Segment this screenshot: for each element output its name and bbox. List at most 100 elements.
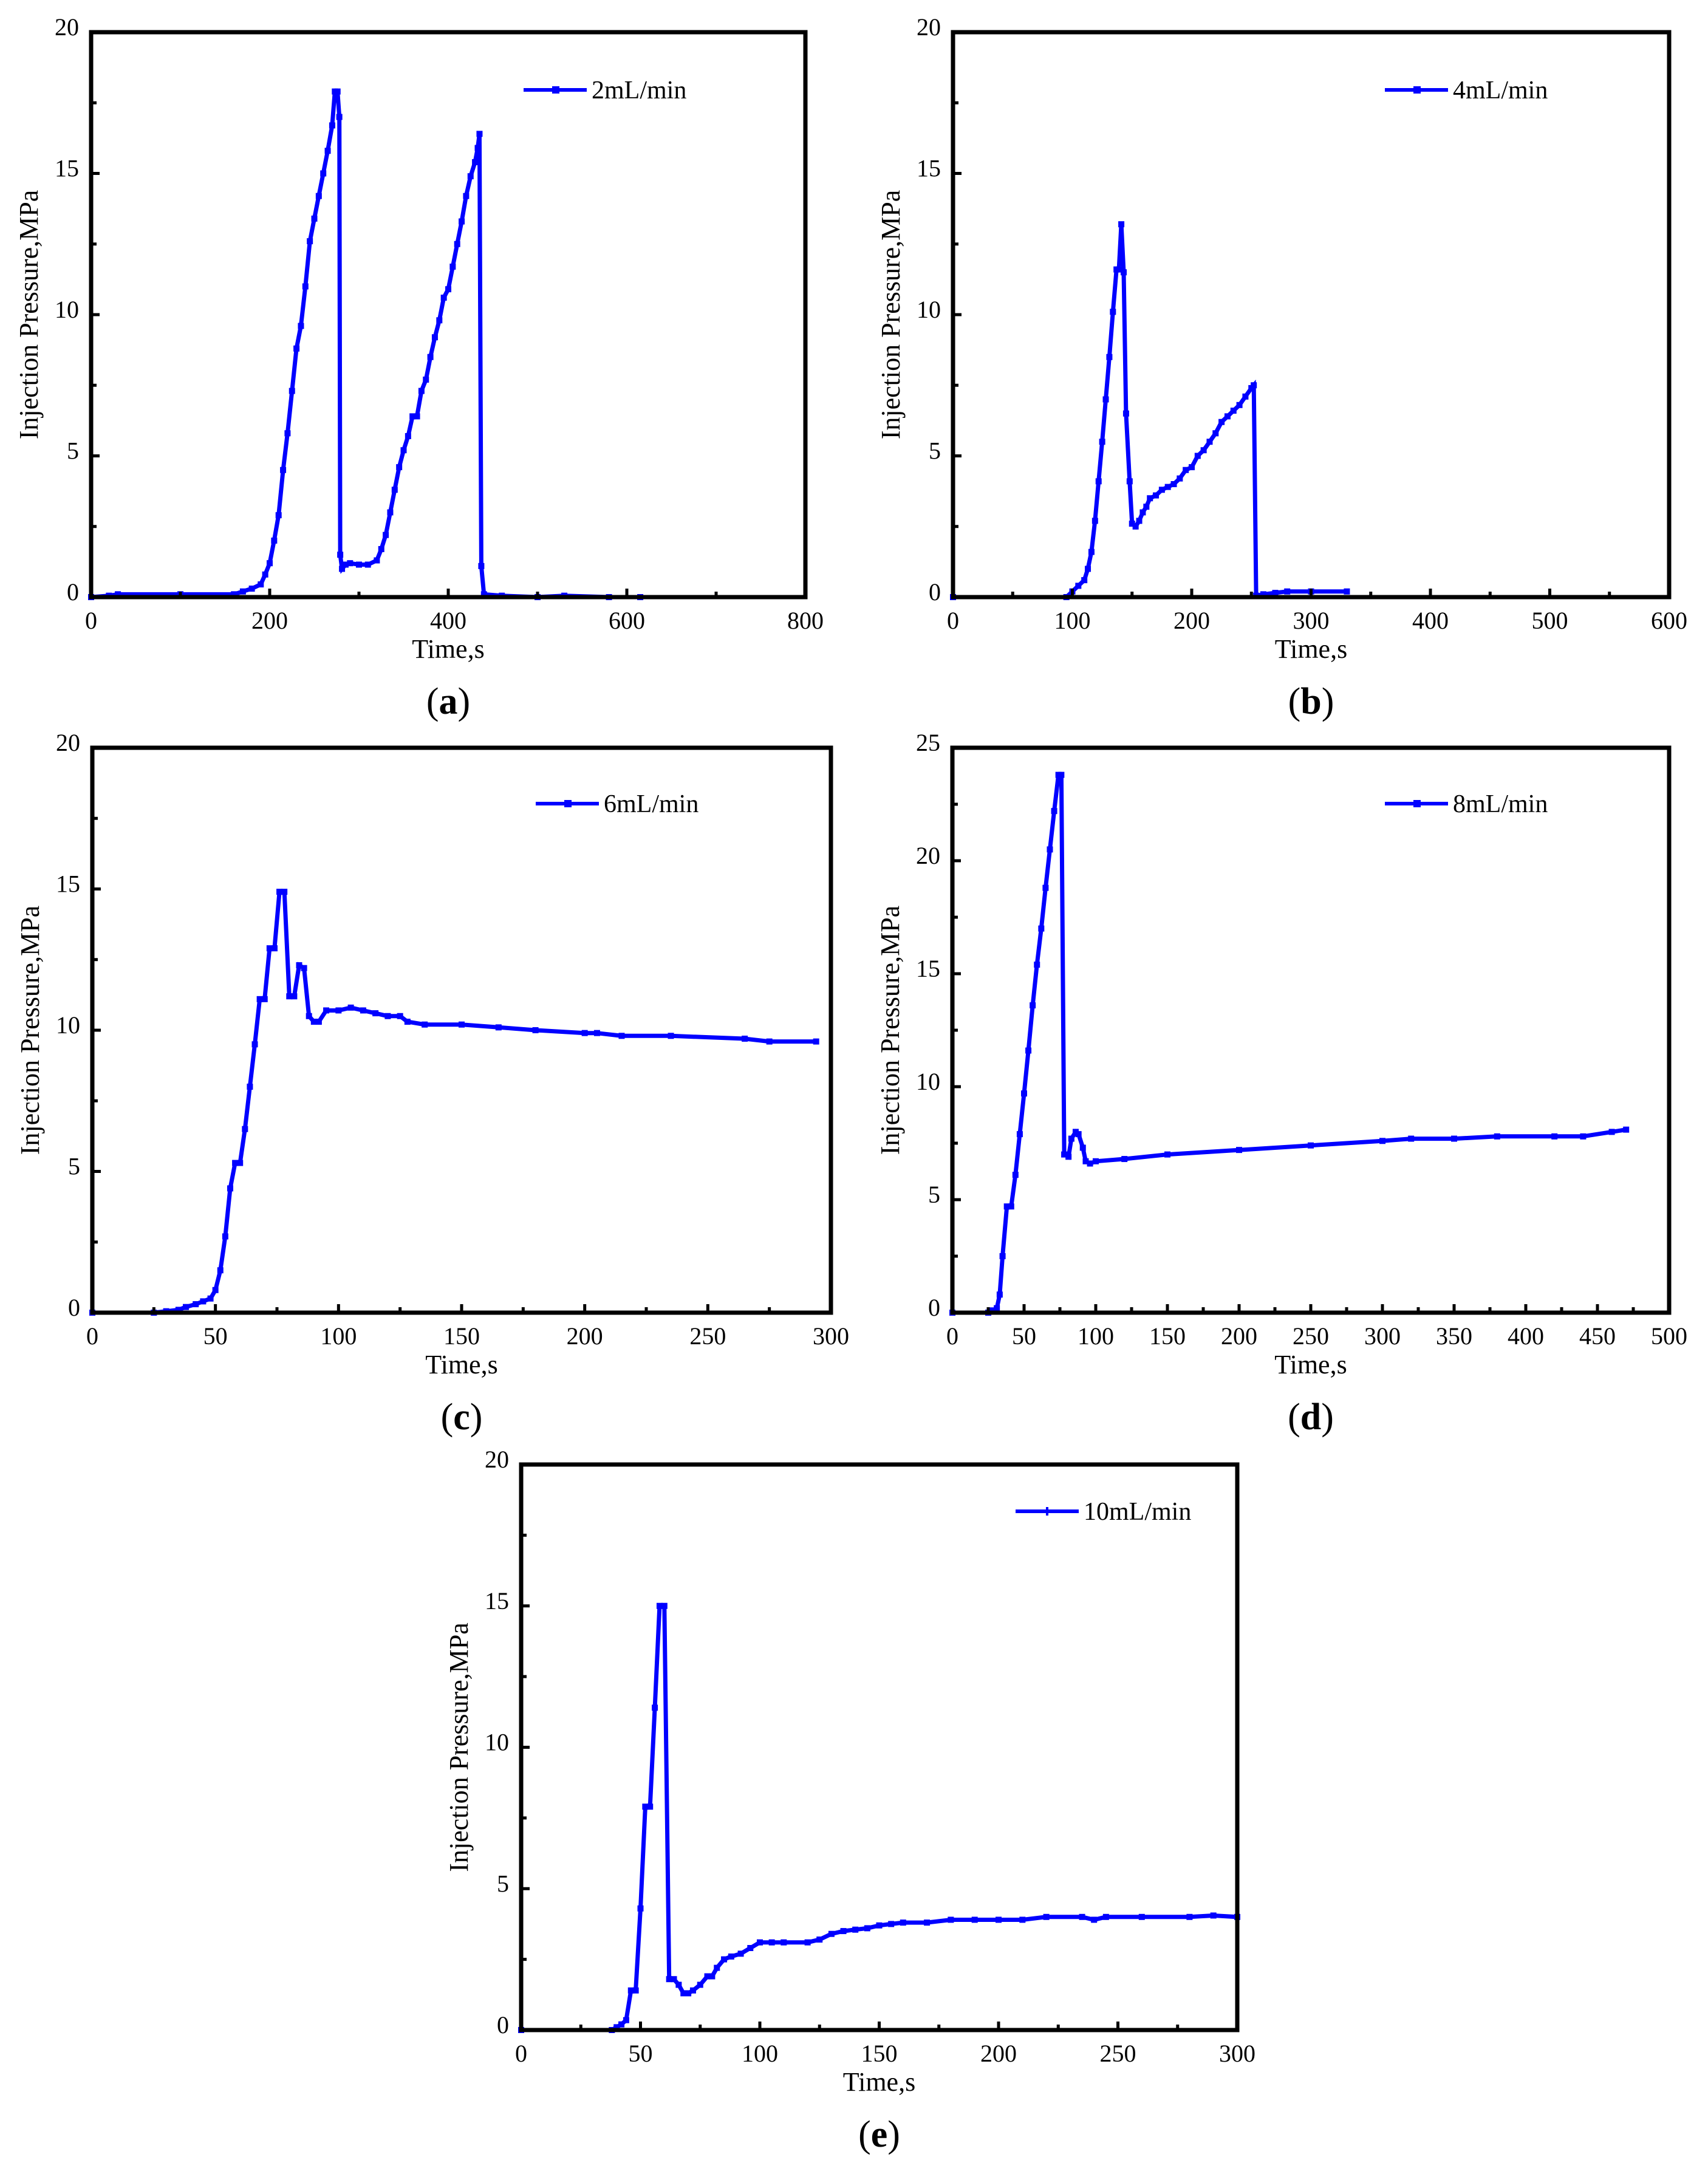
y-tick-label: 5 — [929, 437, 941, 465]
data-point-marker — [618, 1033, 625, 1039]
x-tick-label: 100 — [742, 2040, 778, 2067]
data-point-marker — [384, 1013, 391, 1019]
x-tick-label: 50 — [629, 2040, 653, 2067]
x-tick-label: 400 — [1412, 607, 1449, 634]
y-axis-title: Injection Pressure,MPa — [876, 190, 906, 440]
y-tick-label: 15 — [917, 155, 941, 182]
data-point-marker — [1206, 439, 1213, 445]
data-point-marker — [1230, 408, 1237, 414]
data-point-marker — [397, 1013, 403, 1019]
data-point-marker — [248, 586, 255, 592]
legend-marker-icon — [1413, 800, 1421, 807]
data-point-marker — [613, 2024, 620, 2031]
x-tick-label: 600 — [609, 607, 645, 634]
data-point-marker — [1260, 591, 1266, 598]
data-point-marker — [339, 566, 346, 572]
data-point-marker — [1058, 771, 1065, 778]
panel-letter: c — [453, 1396, 470, 1438]
y-tick-label: 20 — [917, 13, 941, 41]
data-point-marker — [276, 889, 283, 895]
data-point-marker — [1075, 583, 1082, 589]
x-tick-label: 400 — [1508, 1322, 1544, 1350]
data-point-marker — [680, 1990, 687, 1997]
data-series — [88, 88, 644, 600]
data-point-marker — [239, 588, 246, 595]
data-point-marker — [301, 965, 307, 971]
x-tick-label: 0 — [85, 607, 97, 634]
data-point-marker — [1236, 1147, 1242, 1154]
data-point-marker — [1153, 492, 1160, 499]
data-point-marker — [948, 1916, 954, 1923]
data-point-marker — [813, 1038, 819, 1045]
data-point-marker — [495, 1024, 502, 1031]
data-point-marker — [280, 467, 287, 473]
axes: 0 50 100 150 200 250 300 0 5 10 15 20 — [56, 729, 849, 1350]
data-point-marker — [1008, 1203, 1014, 1210]
legend: 8mL/min — [1385, 790, 1548, 818]
x-tick-label: 200 — [980, 2040, 1017, 2067]
x-tick-label: 100 — [1078, 1322, 1114, 1350]
data-point-marker — [356, 561, 362, 568]
data-point-marker — [1224, 413, 1231, 420]
y-tick-label: 0 — [68, 1294, 80, 1321]
data-point-marker — [449, 263, 456, 270]
data-point-marker — [459, 218, 465, 225]
x-tick-label: 100 — [1054, 607, 1091, 634]
data-point-marker — [1110, 309, 1116, 315]
x-tick-label: 150 — [1149, 1322, 1186, 1350]
data-point-marker — [1623, 1126, 1630, 1133]
data-point-marker — [217, 1267, 224, 1274]
data-point-marker — [427, 354, 434, 360]
data-point-marker — [1408, 1135, 1415, 1142]
data-point-marker — [289, 388, 295, 394]
legend-marker-icon — [1046, 1507, 1048, 1516]
data-point-marker — [400, 447, 407, 454]
data-point-marker — [1379, 1138, 1385, 1144]
data-point-marker — [1194, 453, 1201, 459]
data-point-marker — [1218, 419, 1225, 425]
data-point-marker — [476, 131, 483, 137]
data-point-marker — [623, 2017, 629, 2023]
data-point-marker — [828, 1930, 835, 1937]
y-axis-title: Injection Pressure,MPa — [14, 190, 44, 440]
data-point-marker — [347, 560, 354, 567]
data-point-marker — [661, 1602, 668, 1609]
data-point-marker — [1082, 1158, 1089, 1164]
data-point-marker — [291, 993, 298, 1000]
data-point-marker — [334, 88, 341, 95]
data-point-marker — [1284, 588, 1291, 595]
data-series — [949, 771, 1630, 1316]
panel-d: 0 50 100 150 200 250 300 350 400 450 500 0 5 10 15 20 25… — [875, 729, 1687, 1438]
panel-e: 0 50 100 150 200 250 300 0 5 10 15 20 10mL/min Time… — [444, 1446, 1255, 2155]
y-tick-label: 15 — [916, 955, 940, 982]
data-point-marker — [1122, 410, 1129, 417]
data-point-marker — [1164, 484, 1171, 490]
data-point-marker — [656, 1602, 663, 1609]
legend-label: 8mL/min — [1453, 790, 1548, 818]
panel-label: (c) — [441, 1396, 483, 1438]
data-point-marker — [1139, 509, 1146, 516]
y-tick-label: 15 — [485, 1587, 509, 1615]
data-point-marker — [728, 1953, 734, 1960]
panel-letter: e — [871, 2114, 888, 2155]
y-tick-label: 20 — [55, 13, 79, 41]
data-point-marker — [532, 1027, 539, 1033]
x-tick-label: 50 — [1012, 1322, 1036, 1350]
x-tick-label: 0 — [947, 607, 959, 634]
data-point-marker — [971, 1916, 978, 1923]
data-point-marker — [1143, 504, 1150, 510]
panel-label: (b) — [1288, 681, 1334, 722]
axes: 0 50 100 150 200 250 300 350 400 450 500 0 5 10 15 20 25 — [916, 729, 1687, 1350]
x-tick-label: 200 — [251, 607, 288, 634]
axes: 0 100 200 300 400 500 600 0 5 10 15 20 — [917, 13, 1687, 634]
data-point-marker — [267, 560, 273, 567]
y-tick-label: 10 — [485, 1729, 509, 1756]
data-point-marker — [472, 159, 479, 165]
x-tick-label: 0 — [946, 1322, 958, 1350]
legend: 6mL/min — [536, 790, 699, 818]
data-point-marker — [1136, 518, 1143, 524]
data-point-marker — [1170, 481, 1177, 487]
panel-letter: b — [1300, 681, 1321, 722]
axes: 0 50 100 150 200 250 300 0 5 10 15 20 — [485, 1446, 1255, 2067]
data-point-marker — [405, 432, 411, 439]
